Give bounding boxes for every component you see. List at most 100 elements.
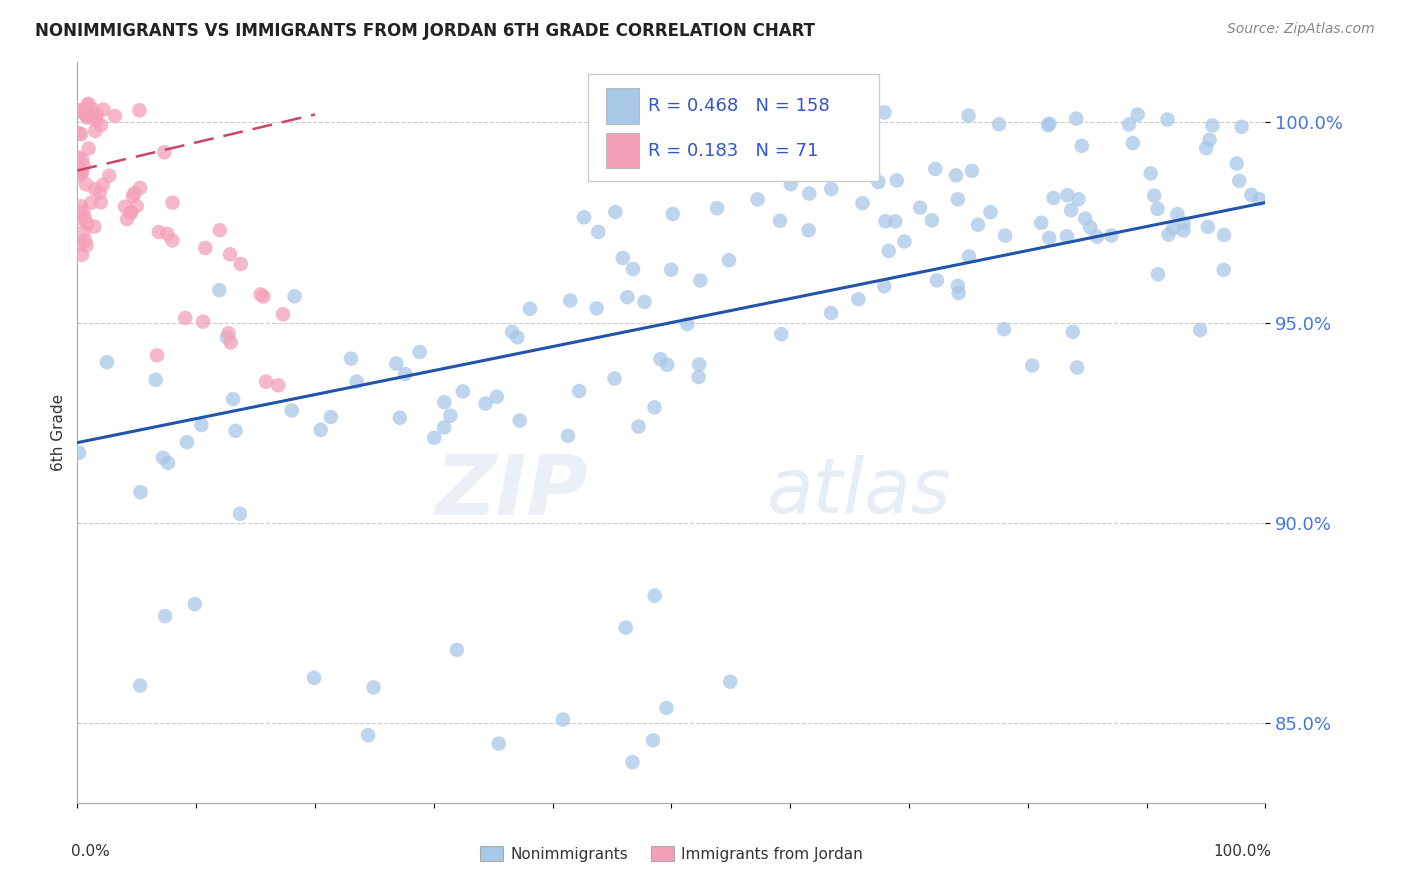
Point (1212, 263, 1234, 277)
Point (191, 315, 214, 329)
FancyBboxPatch shape (606, 88, 640, 124)
Point (1143, 188, 1166, 202)
Point (219, 335, 242, 350)
Point (1066, 360, 1088, 375)
Point (633, 294, 655, 309)
Point (957, 249, 980, 263)
Point (72, 204, 94, 219)
Point (799, 186, 821, 201)
Point (271, 307, 294, 321)
Point (1031, 216, 1053, 230)
Point (357, 728, 380, 742)
Point (1195, 141, 1218, 155)
Point (249, 287, 271, 301)
Point (946, 279, 969, 293)
Point (1161, 221, 1184, 235)
Point (129, 485, 152, 500)
Point (208, 283, 231, 297)
Point (1147, 268, 1170, 282)
Point (501, 325, 523, 339)
Point (1078, 220, 1101, 235)
Point (820, 182, 842, 196)
Point (433, 420, 456, 434)
Point (1146, 202, 1168, 216)
Point (873, 105, 896, 120)
Point (551, 713, 574, 727)
Point (1074, 211, 1097, 226)
Point (1197, 219, 1219, 234)
Point (688, 358, 710, 372)
Point (218, 326, 240, 341)
Point (1166, 207, 1188, 221)
Text: atlas: atlas (766, 455, 950, 529)
Point (875, 214, 897, 228)
Point (229, 257, 252, 271)
Point (1062, 325, 1084, 339)
Point (67, 446, 90, 460)
Point (873, 279, 896, 293)
Point (1038, 117, 1060, 131)
Point (921, 213, 943, 227)
Point (474, 396, 496, 410)
Point (706, 201, 728, 215)
Point (80, 102, 103, 116)
Point (644, 401, 666, 415)
Point (89, 186, 111, 200)
Point (1118, 118, 1140, 132)
Text: ZIP: ZIP (436, 451, 588, 533)
Point (69, 103, 91, 118)
Point (284, 289, 307, 303)
Point (153, 609, 176, 624)
Point (280, 403, 302, 417)
Point (747, 193, 769, 207)
Point (621, 262, 644, 277)
Point (128, 103, 150, 118)
Point (90, 118, 112, 132)
Point (73, 211, 96, 225)
Point (388, 410, 411, 425)
Point (1213, 227, 1236, 242)
Point (644, 589, 666, 603)
Point (1198, 133, 1220, 147)
Point (124, 186, 146, 201)
Point (423, 431, 446, 445)
Point (84, 112, 107, 127)
Point (1173, 216, 1195, 230)
Point (83, 219, 105, 234)
Point (96, 355, 118, 369)
Point (858, 110, 880, 124)
Point (194, 241, 217, 255)
Point (1189, 323, 1212, 337)
Point (1036, 118, 1059, 132)
Point (162, 195, 184, 210)
Point (394, 367, 416, 381)
Point (80, 108, 103, 122)
Text: R = 0.468   N = 158: R = 0.468 N = 158 (648, 97, 830, 115)
Point (1101, 228, 1123, 243)
Point (603, 371, 626, 385)
Point (1122, 136, 1144, 150)
Point (1230, 120, 1253, 134)
Point (1156, 112, 1178, 127)
Point (122, 189, 145, 203)
Point (67, 126, 90, 140)
Point (184, 597, 207, 611)
Point (254, 375, 277, 389)
Point (519, 301, 541, 316)
Point (70, 211, 93, 226)
Point (219, 247, 242, 261)
Point (1126, 108, 1149, 122)
Point (67, 169, 90, 183)
Point (770, 327, 793, 342)
Point (967, 218, 990, 232)
Point (69, 237, 91, 252)
Point (346, 375, 368, 389)
Point (408, 345, 430, 359)
Point (659, 262, 682, 277)
Point (485, 390, 508, 404)
Point (1038, 231, 1060, 245)
Point (860, 105, 883, 120)
Point (586, 225, 609, 239)
Point (160, 234, 183, 248)
Point (67, 150, 90, 164)
